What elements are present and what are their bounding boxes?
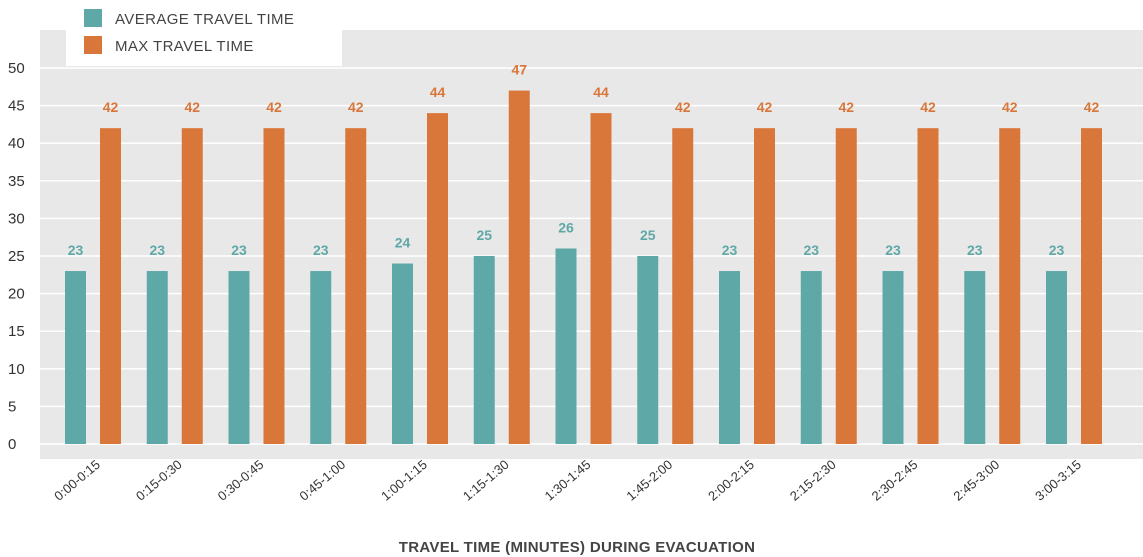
x-tick-label: 1:30-1:45 <box>542 457 594 504</box>
x-tick-label: 2:45-3:00 <box>950 457 1002 504</box>
y-tick-label: 40 <box>8 135 25 152</box>
data-label-max: 42 <box>184 99 200 115</box>
data-label-average: 25 <box>476 227 492 243</box>
data-label-average: 23 <box>803 242 819 258</box>
data-label-average: 24 <box>395 235 411 251</box>
y-tick-label: 5 <box>8 398 16 415</box>
bar-max <box>508 90 530 444</box>
x-tick-label: 0:15-0:30 <box>133 457 185 504</box>
data-label-max: 44 <box>593 84 609 100</box>
data-labels: 23 42 23 42 23 42 23 42 24 44 25 47 26 44 25 42 23 42 23 42… <box>68 62 1100 258</box>
bar-max <box>917 128 939 444</box>
x-tick-label: 1:45-2:00 <box>623 457 675 504</box>
data-label-max: 42 <box>838 99 854 115</box>
bar-average <box>392 263 413 444</box>
bar-max <box>590 113 612 445</box>
bar-max <box>100 128 121 444</box>
y-tick-label: 20 <box>8 286 25 303</box>
data-label-average: 26 <box>558 219 574 235</box>
y-tick-label: 35 <box>8 173 25 190</box>
legend-box <box>66 0 342 66</box>
bar-max <box>263 128 285 444</box>
data-label-max: 47 <box>511 62 527 78</box>
data-label-average: 23 <box>722 242 738 258</box>
data-label-max: 42 <box>1002 99 1018 115</box>
data-label-average: 23 <box>885 242 901 258</box>
y-tick-label: 50 <box>8 60 25 77</box>
data-label-average: 23 <box>68 242 84 258</box>
bar-average <box>473 256 495 444</box>
bar-average <box>146 271 168 444</box>
x-tick-label: 0:30-0:45 <box>215 457 267 504</box>
x-tick-label: 0:45-1:00 <box>296 457 348 504</box>
bar-average <box>65 271 86 444</box>
x-axis-ticks: 0:00-0:15 0:15-0:30 0:30-0:45 0:45-1:00 1:00… <box>51 457 1084 504</box>
y-tick-label: 15 <box>8 323 25 340</box>
y-tick-label: 45 <box>8 98 25 115</box>
bar-max <box>181 128 203 444</box>
x-axis-title: TRAVEL TIME (MINUTES) DURING EVACUATION <box>399 539 755 556</box>
legend-label-max: MAX TRAVEL TIME <box>115 38 254 55</box>
y-tick-label: 25 <box>8 248 25 265</box>
data-label-max: 44 <box>430 84 446 100</box>
x-tick-label: 2:30-2:45 <box>869 457 921 504</box>
bar-max <box>1081 128 1102 444</box>
data-label-average: 23 <box>1049 242 1065 258</box>
data-label-max: 42 <box>348 99 364 115</box>
bar-average <box>1046 271 1067 444</box>
data-label-average: 23 <box>149 242 165 258</box>
data-label-average: 23 <box>231 242 247 258</box>
x-tick-label: 0:00-0:15 <box>51 457 103 504</box>
x-tick-label: 1:15-1:30 <box>460 457 512 504</box>
data-label-max: 42 <box>920 99 936 115</box>
data-label-max: 42 <box>675 99 691 115</box>
legend: AVERAGE TRAVEL TIME MAX TRAVEL TIME <box>66 0 342 66</box>
bar-average <box>719 271 740 444</box>
x-tick-label: 2:00-2:15 <box>705 457 757 504</box>
bar-average <box>964 271 986 444</box>
bar-average <box>637 256 659 444</box>
bar-max <box>345 128 367 444</box>
bars <box>65 90 1102 445</box>
bar-average <box>555 248 577 444</box>
data-label-max: 42 <box>103 99 119 115</box>
bar-max <box>999 128 1021 444</box>
bar-average <box>800 271 822 444</box>
y-axis-ticks: 0 5 10 15 20 25 30 35 40 45 50 <box>8 60 25 453</box>
legend-label-average: AVERAGE TRAVEL TIME <box>115 11 294 28</box>
x-tick-label: 1:00-1:15 <box>378 457 430 504</box>
bar-average <box>310 271 332 444</box>
data-label-max: 42 <box>266 99 282 115</box>
bar-max <box>427 113 448 445</box>
bar-average <box>228 271 250 444</box>
legend-swatch-max <box>84 36 102 54</box>
bar-average <box>882 271 904 444</box>
data-label-average: 25 <box>640 227 656 243</box>
y-tick-label: 10 <box>8 361 25 378</box>
x-tick-label: 2:15-2:30 <box>787 457 839 504</box>
bar-max <box>672 128 694 444</box>
y-tick-label: 0 <box>8 436 16 453</box>
x-tick-label: 3:00-3:15 <box>1032 457 1084 504</box>
data-label-max: 42 <box>757 99 773 115</box>
data-label-average: 23 <box>313 242 329 258</box>
bar-max <box>835 128 857 444</box>
data-label-max: 42 <box>1084 99 1100 115</box>
legend-swatch-average <box>84 9 102 27</box>
bar-max <box>754 128 775 444</box>
data-label-average: 23 <box>967 242 983 258</box>
y-tick-label: 30 <box>8 210 25 227</box>
